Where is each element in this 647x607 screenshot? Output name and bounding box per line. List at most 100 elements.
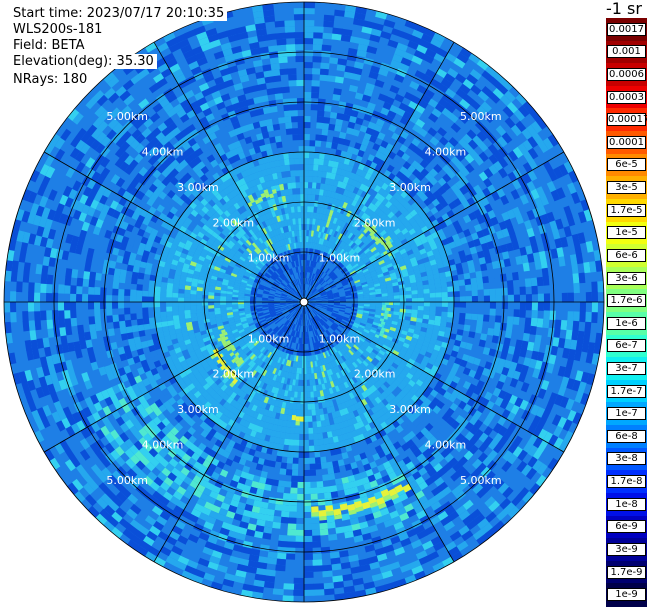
radar-cell xyxy=(345,393,352,401)
radar-cell xyxy=(288,445,294,452)
radar-cell xyxy=(367,195,375,203)
radar-cell xyxy=(515,363,524,373)
radar-cell xyxy=(266,336,272,343)
radar-cell xyxy=(140,340,149,349)
radar-cell xyxy=(319,414,325,421)
radar-cell xyxy=(396,365,404,373)
radar-cell xyxy=(483,436,494,447)
radar-cell xyxy=(351,308,358,312)
radar-cell xyxy=(377,273,384,278)
radar-cell xyxy=(207,404,216,413)
radar-cell xyxy=(395,343,403,350)
radar-cell xyxy=(399,287,406,293)
radar-cell xyxy=(304,133,311,141)
radar-cell xyxy=(312,342,316,349)
radar-cell xyxy=(332,354,337,361)
radar-cell xyxy=(87,479,99,491)
radar-cell xyxy=(104,364,113,374)
radar-cell xyxy=(332,435,339,443)
radar-cell xyxy=(331,386,337,394)
radar-cell xyxy=(321,306,328,309)
radar-cell xyxy=(374,458,383,467)
radar-cell xyxy=(354,142,362,150)
radar-cell xyxy=(226,396,234,404)
radar-cell xyxy=(361,352,369,359)
radar-cell xyxy=(267,344,273,351)
radar-cell xyxy=(315,335,319,342)
radar-cell xyxy=(589,261,597,273)
radar-cell xyxy=(304,97,312,105)
radar-cell xyxy=(306,379,310,386)
radar-cell xyxy=(430,37,443,48)
radar-cell xyxy=(345,295,352,298)
radar-cell xyxy=(423,310,430,316)
radar-cell xyxy=(309,304,315,308)
radar-cell xyxy=(270,360,276,367)
radar-cell xyxy=(321,195,327,203)
radar-cell xyxy=(262,526,273,534)
radar-cell xyxy=(183,564,197,575)
radar-cell xyxy=(318,195,323,202)
radar-cell xyxy=(501,132,513,144)
radar-cell xyxy=(448,259,456,266)
radar-cell xyxy=(198,323,205,329)
radar-cell xyxy=(310,266,313,273)
radar-cell xyxy=(298,307,302,313)
radar-cell xyxy=(280,426,287,433)
radar-cell xyxy=(276,363,282,370)
radar-cell xyxy=(549,310,556,321)
radar-cell xyxy=(359,322,366,327)
radar-cell xyxy=(237,526,248,535)
radar-cell xyxy=(385,466,395,475)
radar-cell xyxy=(274,327,280,334)
radar-cell xyxy=(325,388,331,396)
radar-cell xyxy=(237,411,245,419)
radar-cell xyxy=(470,319,477,327)
radar-cell xyxy=(355,6,367,15)
radar-cell xyxy=(344,426,352,434)
radar-cell xyxy=(305,331,307,338)
radar-cell xyxy=(287,328,291,335)
radar-cell xyxy=(315,297,322,300)
radar-cell xyxy=(363,340,371,346)
radar-cell xyxy=(147,545,160,557)
radar-cell xyxy=(303,583,315,590)
radar-cell xyxy=(409,387,418,395)
radar-cell xyxy=(303,397,308,404)
radar-cell xyxy=(295,318,299,325)
radar-cell xyxy=(402,342,410,349)
radar-cell xyxy=(233,575,246,584)
radar-cell xyxy=(374,285,381,290)
radar-cell xyxy=(506,323,513,332)
radar-cell xyxy=(410,313,418,319)
radar-cell xyxy=(536,276,544,287)
radar-cell xyxy=(280,306,287,309)
radar-cell xyxy=(319,390,324,397)
radar-cell xyxy=(506,280,514,289)
radar-cell xyxy=(354,589,367,598)
radar-cell xyxy=(385,378,394,386)
radar-cell xyxy=(186,470,196,481)
radar-cell xyxy=(314,140,322,147)
radar-cell xyxy=(365,373,373,381)
radar-cell xyxy=(452,317,460,324)
radar-cell xyxy=(347,280,355,285)
radar-cell xyxy=(334,385,340,393)
radar-cell xyxy=(286,321,291,327)
radar-cell xyxy=(309,298,316,301)
radar-cell xyxy=(309,331,312,338)
radar-cell xyxy=(313,308,320,313)
radar-cell xyxy=(438,363,447,371)
radar-cell xyxy=(125,458,136,469)
radar-cell xyxy=(352,263,359,269)
radar-cell xyxy=(343,381,350,389)
radar-cell xyxy=(366,320,374,325)
radar-cell xyxy=(308,266,311,273)
radar-cell xyxy=(326,321,332,327)
radar-cell xyxy=(546,363,555,374)
radar-cell xyxy=(314,316,319,322)
radar-cell xyxy=(342,163,349,171)
radar-cell xyxy=(313,397,319,404)
radar-cell xyxy=(335,378,341,386)
radar-cell xyxy=(326,308,333,312)
